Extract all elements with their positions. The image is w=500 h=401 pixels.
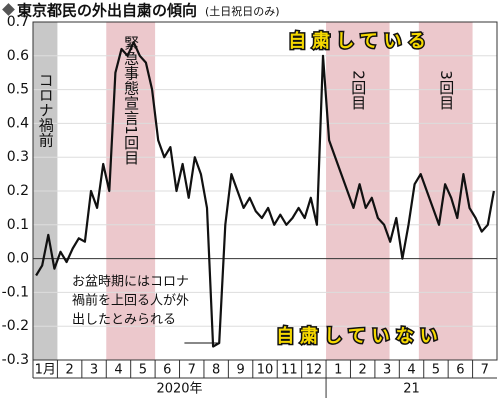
annotation-note: 禍前を上回る人が外 — [72, 293, 189, 309]
y-tick-label: 0.3 — [7, 149, 29, 165]
period-label: 2回目 — [349, 70, 367, 110]
x-tick-label: 6 — [163, 363, 171, 378]
period-label: 3回目 — [437, 70, 455, 110]
x-tick-label: 5 — [139, 363, 147, 378]
x-tick-label: 2 — [65, 363, 73, 378]
year-label: 21 — [403, 382, 420, 397]
x-tick-label: 8 — [212, 363, 220, 378]
x-tick-label: 7 — [481, 363, 489, 378]
y-tick-label: -0.1 — [2, 284, 29, 300]
y-tick-label: -0.3 — [2, 352, 29, 368]
x-tick-label: 4 — [407, 363, 415, 378]
y-tick-label: -0.2 — [2, 318, 29, 334]
y-tick-label: 0.2 — [7, 183, 29, 199]
x-tick-label: 5 — [432, 363, 440, 378]
x-tick-label: 6 — [456, 363, 464, 378]
y-tick-label: 0.6 — [7, 48, 29, 64]
year-label: 2020年 — [156, 382, 202, 397]
x-tick-label: 10 — [257, 363, 274, 378]
chart-title: 東京都民の外出自粛の傾向 — [17, 2, 197, 20]
annotation: 自粛していない — [276, 325, 443, 347]
x-tick-label: 4 — [114, 363, 122, 378]
x-tick-label: 1 — [334, 363, 342, 378]
plot-frame — [32, 21, 498, 361]
x-tick-label: 9 — [236, 363, 244, 378]
y-tick-label: 0.4 — [7, 115, 29, 131]
y-tick-label: 0.7 — [7, 14, 29, 30]
x-tick-label: 3 — [383, 363, 391, 378]
x-tick-label: 11 — [281, 363, 298, 378]
annotation-note: お盆時期にはコロナ — [72, 275, 189, 290]
y-tick-label: 0.1 — [7, 217, 29, 233]
chart-subtitle: (土日祝日のみ) — [205, 4, 280, 18]
annotation-note: 出したとみられる — [72, 313, 176, 328]
x-tick-label: 12 — [306, 363, 323, 378]
x-tick-label: 2 — [359, 363, 367, 378]
x-tick-label: 3 — [90, 363, 98, 378]
period-label: コロナ禍前 — [37, 73, 55, 149]
x-tick-label: 1月 — [35, 363, 56, 378]
y-tick-label: 0.5 — [7, 82, 29, 98]
data-line — [35, 41, 495, 348]
period-label: 緊急事態宣言1回目 — [122, 35, 140, 165]
annotation: 自粛している — [288, 30, 431, 52]
x-tick-label: 7 — [188, 363, 196, 378]
y-tick-label: 0.0 — [7, 251, 29, 267]
